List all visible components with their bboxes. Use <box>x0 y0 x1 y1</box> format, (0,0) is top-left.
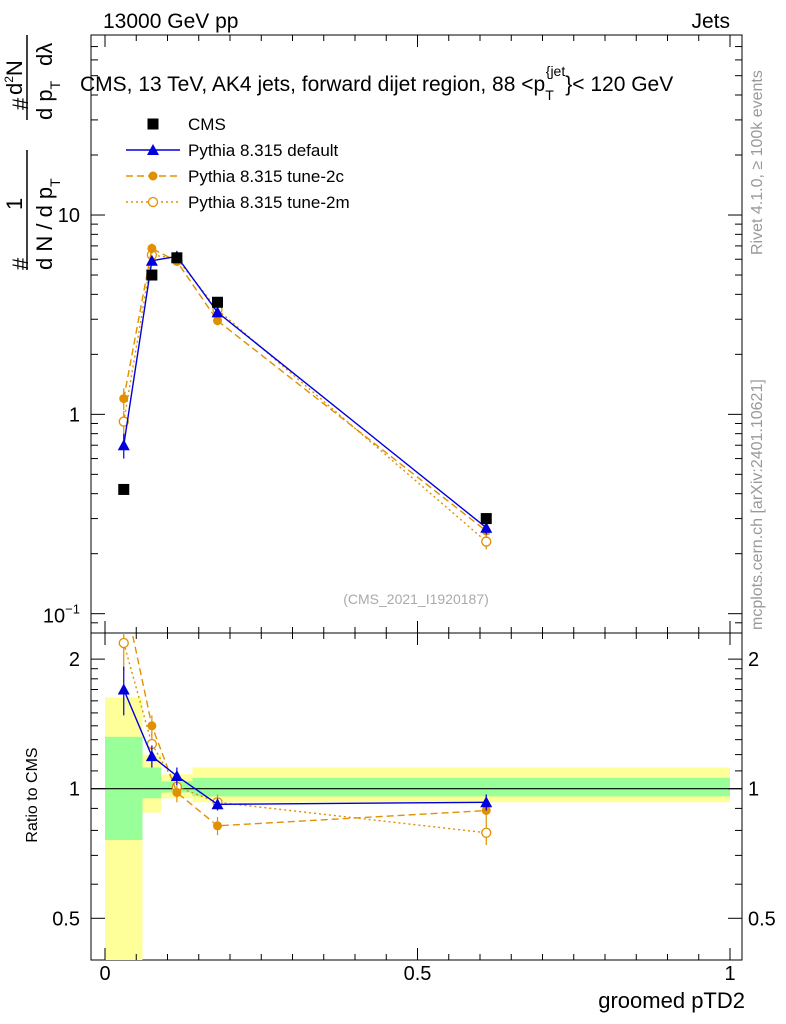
x-tick-label: 0.5 <box>404 963 432 985</box>
band-green <box>142 767 162 799</box>
series-point <box>117 439 130 451</box>
legend-cms-label: CMS <box>188 115 226 134</box>
ratio-y-tick-label: 0.5 <box>52 908 80 930</box>
ratio-point <box>145 750 158 762</box>
ratio-y-tick-label-right: 0.5 <box>748 908 776 930</box>
ratio-series <box>117 588 493 845</box>
series-point <box>481 536 492 547</box>
ylabel-hash1: # <box>8 257 33 270</box>
header-left: 13000 GeV pp <box>103 10 238 33</box>
series-point <box>119 394 129 404</box>
x-axis-label: groomed pTD2 <box>598 988 745 1013</box>
series-line <box>123 254 487 543</box>
ratio-point <box>213 821 222 831</box>
ratio-point <box>170 770 183 782</box>
ylabel-hash2: # <box>8 97 33 110</box>
series-point <box>118 416 129 427</box>
legend-marker <box>147 196 159 208</box>
chart-title: CMS, 13 TeV, AK4 jets, forward dijet reg… <box>80 63 673 103</box>
ylabel-dp: d pT <box>32 80 63 120</box>
ratio-y-tick-label: 1 <box>69 779 80 801</box>
legend-label: Pythia 8.315 default <box>188 141 339 160</box>
ratio-point <box>211 798 224 810</box>
y-tick-label-exp: 10−1 <box>43 602 80 628</box>
cms-data-point <box>212 296 223 308</box>
ratio-uncertainty-bands <box>91 697 742 960</box>
legend-marker <box>147 144 159 155</box>
series-point <box>213 316 222 326</box>
ylabel-num-d: d2N <box>2 60 27 95</box>
title-sup: {jet <box>546 63 566 79</box>
ylabel-dl: dλ <box>32 43 57 66</box>
cms-data-point <box>480 513 492 525</box>
series-line <box>123 247 487 532</box>
title-sub: T <box>545 87 554 103</box>
ratio-line <box>131 633 487 827</box>
title-main: CMS, 13 TeV, AK4 jets, forward dijet reg… <box>80 73 545 96</box>
x-tick-label: 1 <box>724 963 735 985</box>
ratio-y-tick-label-right: 2 <box>748 649 759 671</box>
band-green <box>192 777 730 797</box>
ratio-y-label: Ratio to CMS <box>24 747 41 842</box>
ylabel-denom: d N / d pT <box>32 178 63 270</box>
analysis-watermark: (CMS_2021_I1920187) <box>343 591 489 607</box>
title-tail: }< 120 GeV <box>565 73 673 96</box>
ratio-y-tick-label-right: 1 <box>748 779 759 801</box>
axis-ticks: 0 0.5 1 10 1 10−1 2 2 1 1 0.5 0.5 <box>43 34 776 985</box>
cms-data-point <box>118 483 130 495</box>
rivet-label: Rivet 4.1.0, ≥ 100k events <box>749 70 766 255</box>
main-series <box>117 243 493 550</box>
series-point <box>145 254 158 266</box>
cms-data-point <box>171 252 183 264</box>
legend: CMS Pythia 8.315 default Pythia 8.315 tune… <box>126 115 350 212</box>
ratio-plot-frame <box>90 632 743 961</box>
y-tick-label: 10 <box>58 205 80 227</box>
ratio-point <box>147 721 157 731</box>
ylabel-lead: 1 <box>2 198 27 210</box>
series-line <box>123 255 487 529</box>
legend-label: Pythia 8.315 tune-2m <box>188 193 350 212</box>
ratio-y-tick-label: 2 <box>69 649 80 671</box>
ratio-point <box>172 787 182 797</box>
legend-marker <box>148 171 158 181</box>
mcplots-label: mcplots.cern.ch [arXiv:2401.10621] <box>749 379 766 630</box>
ratio-point <box>481 827 492 838</box>
ratio-point <box>117 683 130 695</box>
x-tick-label: 0 <box>99 963 110 985</box>
series-point <box>480 521 493 533</box>
series-point <box>211 306 224 318</box>
series-point <box>147 243 157 253</box>
header-right: Jets <box>691 10 730 33</box>
y-tick-label: 1 <box>69 404 80 426</box>
ratio-point <box>480 796 493 808</box>
cms-data-point <box>146 269 158 281</box>
legend-cms-marker <box>147 118 159 130</box>
ratio-point <box>118 637 129 649</box>
y-axis-label: # 1 d N / d pT # d2N d pT dλ <box>2 35 63 270</box>
legend-label: Pythia 8.315 tune-2c <box>188 167 344 186</box>
ratio-point <box>119 588 128 597</box>
